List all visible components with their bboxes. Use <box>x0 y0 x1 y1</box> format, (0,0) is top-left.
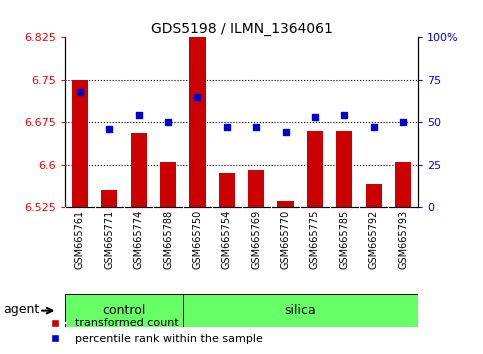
Bar <box>366 184 382 207</box>
Bar <box>248 170 264 207</box>
Point <box>164 119 172 125</box>
Point <box>282 130 289 135</box>
Bar <box>307 131 323 207</box>
Bar <box>72 80 88 207</box>
Text: control: control <box>102 304 146 317</box>
Point <box>252 124 260 130</box>
Legend: transformed count, percentile rank within the sample: transformed count, percentile rank withi… <box>40 314 267 348</box>
Text: GSM665792: GSM665792 <box>369 210 379 269</box>
Bar <box>160 162 176 207</box>
Point <box>76 89 84 95</box>
Bar <box>219 173 235 207</box>
Title: GDS5198 / ILMN_1364061: GDS5198 / ILMN_1364061 <box>151 22 332 36</box>
Text: GSM665785: GSM665785 <box>340 210 349 269</box>
Text: GSM665754: GSM665754 <box>222 210 232 269</box>
Bar <box>395 162 411 207</box>
Point <box>399 119 407 125</box>
Point <box>223 124 231 130</box>
Bar <box>278 201 294 207</box>
Text: silica: silica <box>284 304 316 317</box>
Point <box>194 94 201 99</box>
Bar <box>336 131 353 207</box>
Bar <box>189 29 205 207</box>
Point <box>105 126 113 132</box>
Bar <box>130 133 147 207</box>
Text: GSM665771: GSM665771 <box>104 210 114 269</box>
Point <box>135 113 142 118</box>
Bar <box>65 294 183 327</box>
Text: GSM665769: GSM665769 <box>251 210 261 269</box>
Point <box>370 124 378 130</box>
Text: GSM665750: GSM665750 <box>192 210 202 269</box>
Text: GSM665775: GSM665775 <box>310 210 320 269</box>
Text: GSM665770: GSM665770 <box>281 210 291 269</box>
Bar <box>101 190 117 207</box>
Text: GSM665788: GSM665788 <box>163 210 173 269</box>
Point <box>341 113 348 118</box>
Point <box>311 114 319 120</box>
Text: agent: agent <box>3 303 40 316</box>
Bar <box>183 294 418 327</box>
Text: GSM665761: GSM665761 <box>75 210 85 269</box>
Text: GSM665774: GSM665774 <box>134 210 143 269</box>
Text: GSM665793: GSM665793 <box>398 210 408 269</box>
